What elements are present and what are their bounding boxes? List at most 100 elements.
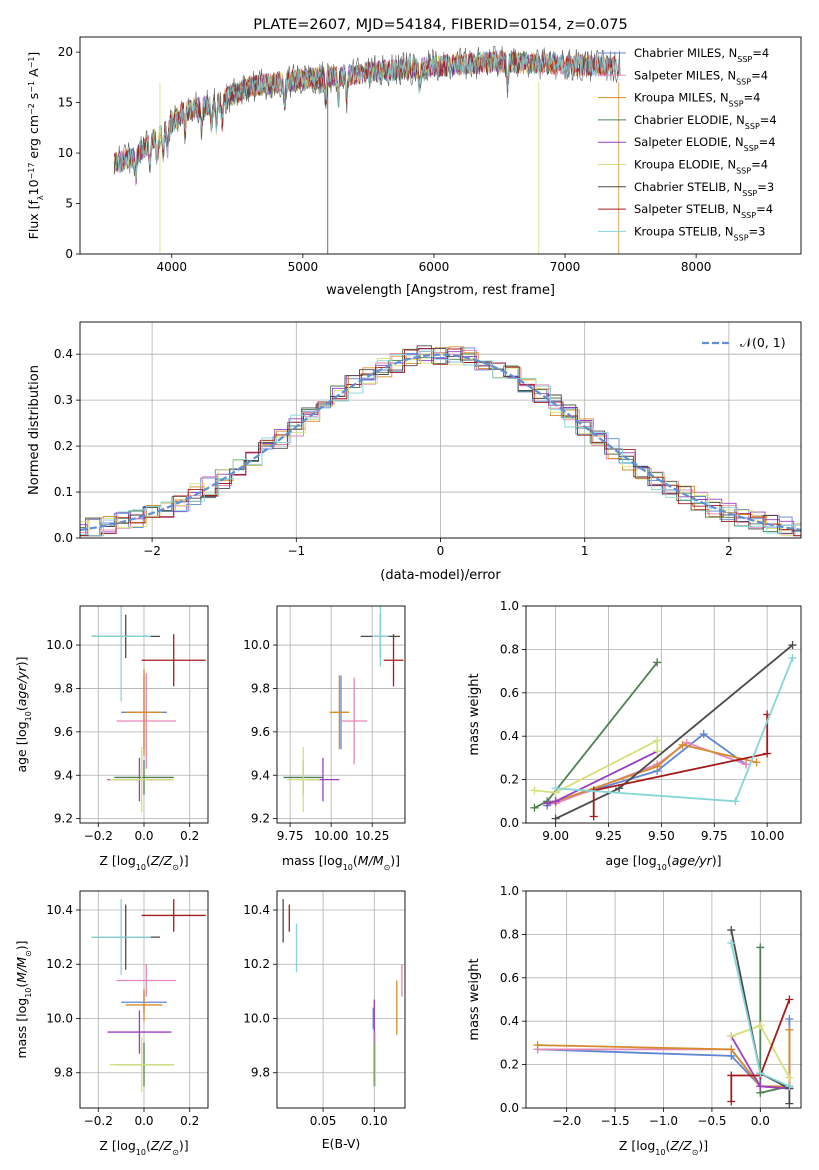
series-line-chabrier_elodie <box>534 661 658 809</box>
data-marker <box>785 1025 794 1034</box>
y-tick-label: 9.2 <box>251 812 270 826</box>
x-tick-label: 0.0 <box>751 1114 770 1128</box>
x-tick-label: 1 <box>581 544 589 558</box>
x-tick-label: 10.00 <box>314 829 348 843</box>
y-tick-label: 15 <box>58 96 73 110</box>
data-marker <box>551 797 560 806</box>
data-marker <box>727 1097 736 1106</box>
panel-spectrum: 4000 5000 6000 7000 8000 0 5 10 15 20 PLATE=2607, … <box>26 17 802 298</box>
histogram-kroupa_miles <box>80 346 801 531</box>
y-tick-label: 0.8 <box>500 642 519 656</box>
data-marker <box>727 926 736 935</box>
data-marker <box>785 1073 794 1082</box>
histogram-salpeter_stelib <box>80 347 801 537</box>
axes-frame-weight_vs_age <box>525 605 802 824</box>
series-line-salpeter_stelib <box>730 999 791 1102</box>
x-tick-label: 9.75 <box>277 829 304 843</box>
data-marker <box>756 1021 765 1030</box>
panel-weight_vs_z: −2.0 −1.5 −1.0 −0.5 0.0 0.0 0.2 0.4 0.6 0.8 1.0 Z [… <box>467 884 802 1157</box>
y-tick-label: 9.4 <box>251 768 270 782</box>
histogram-chabrier_miles <box>80 347 801 537</box>
panel-residuals: −2 −1 0 1 2 0.0 0.1 0.2 0.3 0.4 (data-model)/error… <box>27 321 802 583</box>
x-axis-label: age [log10(age/yr)] <box>605 853 721 872</box>
data-marker <box>785 1015 794 1024</box>
data-marker <box>785 1099 794 1108</box>
x-tick-label: −0.5 <box>697 1114 726 1128</box>
legend-label-gaussian: 𝒩(0, 1) <box>740 335 786 350</box>
data-marker <box>653 762 662 771</box>
y-tick-label: 9.8 <box>251 681 270 695</box>
x-tick-label: 4000 <box>156 260 187 274</box>
y-tick-label: 0 <box>65 247 73 261</box>
y-tick-label: 0.6 <box>500 686 519 700</box>
legend-label-chabrier_elodie: Chabrier ELODIE, NSSP=4 <box>634 113 777 130</box>
x-tick-label: 9.25 <box>595 829 622 843</box>
panel-mass_vs_ebv: 0.05 0.10 9.8 10.0 10.2 10.4 E(B-V) <box>243 890 406 1151</box>
data-marker <box>763 749 772 758</box>
x-axis-label: Z [log10(Z/Z⊙)] <box>619 1138 708 1157</box>
y-tick-label: 10.0 <box>243 638 270 652</box>
chart-title: PLATE=2607, MJD=54184, FIBERID=0154, z=0… <box>253 17 627 33</box>
legend-label-salpeter_stelib: Salpeter STELIB, NSSP=4 <box>634 202 773 220</box>
data-marker <box>785 995 794 1004</box>
x-axis-label: E(B-V) <box>322 1136 361 1151</box>
data-marker <box>727 1071 736 1080</box>
axes-frame-residuals <box>79 321 802 539</box>
y-tick-label: 0.6 <box>500 971 519 985</box>
x-tick-label: −1 <box>287 544 305 558</box>
legend: Chabrier MILES, NSSP=4 Salpeter MILES, NS… <box>598 46 777 242</box>
data-marker <box>653 747 662 756</box>
x-tick-label: 10.25 <box>355 829 389 843</box>
y-tick-label: 10.4 <box>46 903 73 917</box>
histogram-kroupa_elodie <box>80 353 801 537</box>
x-tick-label: 9.50 <box>648 829 675 843</box>
y-tick-label: 1.0 <box>500 884 519 898</box>
x-tick-label: 0.2 <box>180 829 199 843</box>
axes-frame-age_vs_z <box>79 605 209 824</box>
histogram-kroupa_stelib <box>80 350 801 537</box>
y-tick-label: 9.6 <box>54 725 73 739</box>
y-tick-label: 9.8 <box>251 1066 270 1080</box>
x-tick-label: 0 <box>437 544 445 558</box>
x-axis-label: Z [log10(Z/Z⊙)] <box>99 853 188 872</box>
plot-area-mass_vs_z <box>91 899 206 1092</box>
y-tick-label: 0.0 <box>500 816 519 830</box>
legend-label-kroupa_elodie: Kroupa ELODIE, NSSP=4 <box>634 158 768 176</box>
plot-area-age_vs_mass <box>283 606 404 813</box>
y-axis-label: Normed distribution <box>27 365 42 495</box>
histogram-chabrier_stelib <box>80 345 801 537</box>
y-tick-label: 9.4 <box>54 768 73 782</box>
x-tick-label: −0.2 <box>84 829 113 843</box>
x-tick-label: −1.0 <box>649 1114 678 1128</box>
x-axis-label: (data-model)/error <box>380 568 501 583</box>
data-marker <box>530 803 539 812</box>
y-tick-label: 9.8 <box>54 1066 73 1080</box>
x-tick-label: 0.05 <box>310 1114 337 1128</box>
series-line-kroupa_elodie <box>534 739 659 794</box>
data-marker <box>678 740 687 749</box>
x-axis-label: Z [log10(Z/Z⊙)] <box>99 1138 188 1157</box>
y-axis-label: mass weight <box>467 958 482 1040</box>
legend-label-kroupa_stelib: Kroupa STELIB, NSSP=3 <box>634 224 765 242</box>
legend-label-chabrier_stelib: Chabrier STELIB, NSSP=3 <box>634 180 774 198</box>
data-marker <box>653 658 662 667</box>
legend-label-kroupa_miles: Kroupa MILES, NSSP=4 <box>634 91 760 109</box>
data-marker <box>543 799 552 808</box>
data-marker <box>727 1045 736 1054</box>
data-marker <box>756 1082 765 1091</box>
y-tick-label: 9.6 <box>251 725 270 739</box>
plot-area-age_vs_z <box>91 606 206 813</box>
y-tick-label: 0.3 <box>54 393 73 407</box>
panel-age_vs_mass: 9.75 10.00 10.25 9.2 9.4 9.6 9.8 10.0 mass [log1… <box>243 605 406 872</box>
data-marker <box>752 758 761 767</box>
data-marker <box>756 1069 765 1078</box>
plot-area-mass_vs_ebv <box>282 899 403 1087</box>
y-tick-label: 20 <box>58 45 73 59</box>
x-tick-label: 7000 <box>550 260 581 274</box>
x-tick-label: −1.5 <box>601 1114 630 1128</box>
plot-area-weight_vs_age <box>530 641 797 823</box>
data-marker <box>785 1082 794 1091</box>
data-marker <box>533 1041 542 1050</box>
x-axis-label: mass [log10(M/M⊙)] <box>282 853 400 872</box>
